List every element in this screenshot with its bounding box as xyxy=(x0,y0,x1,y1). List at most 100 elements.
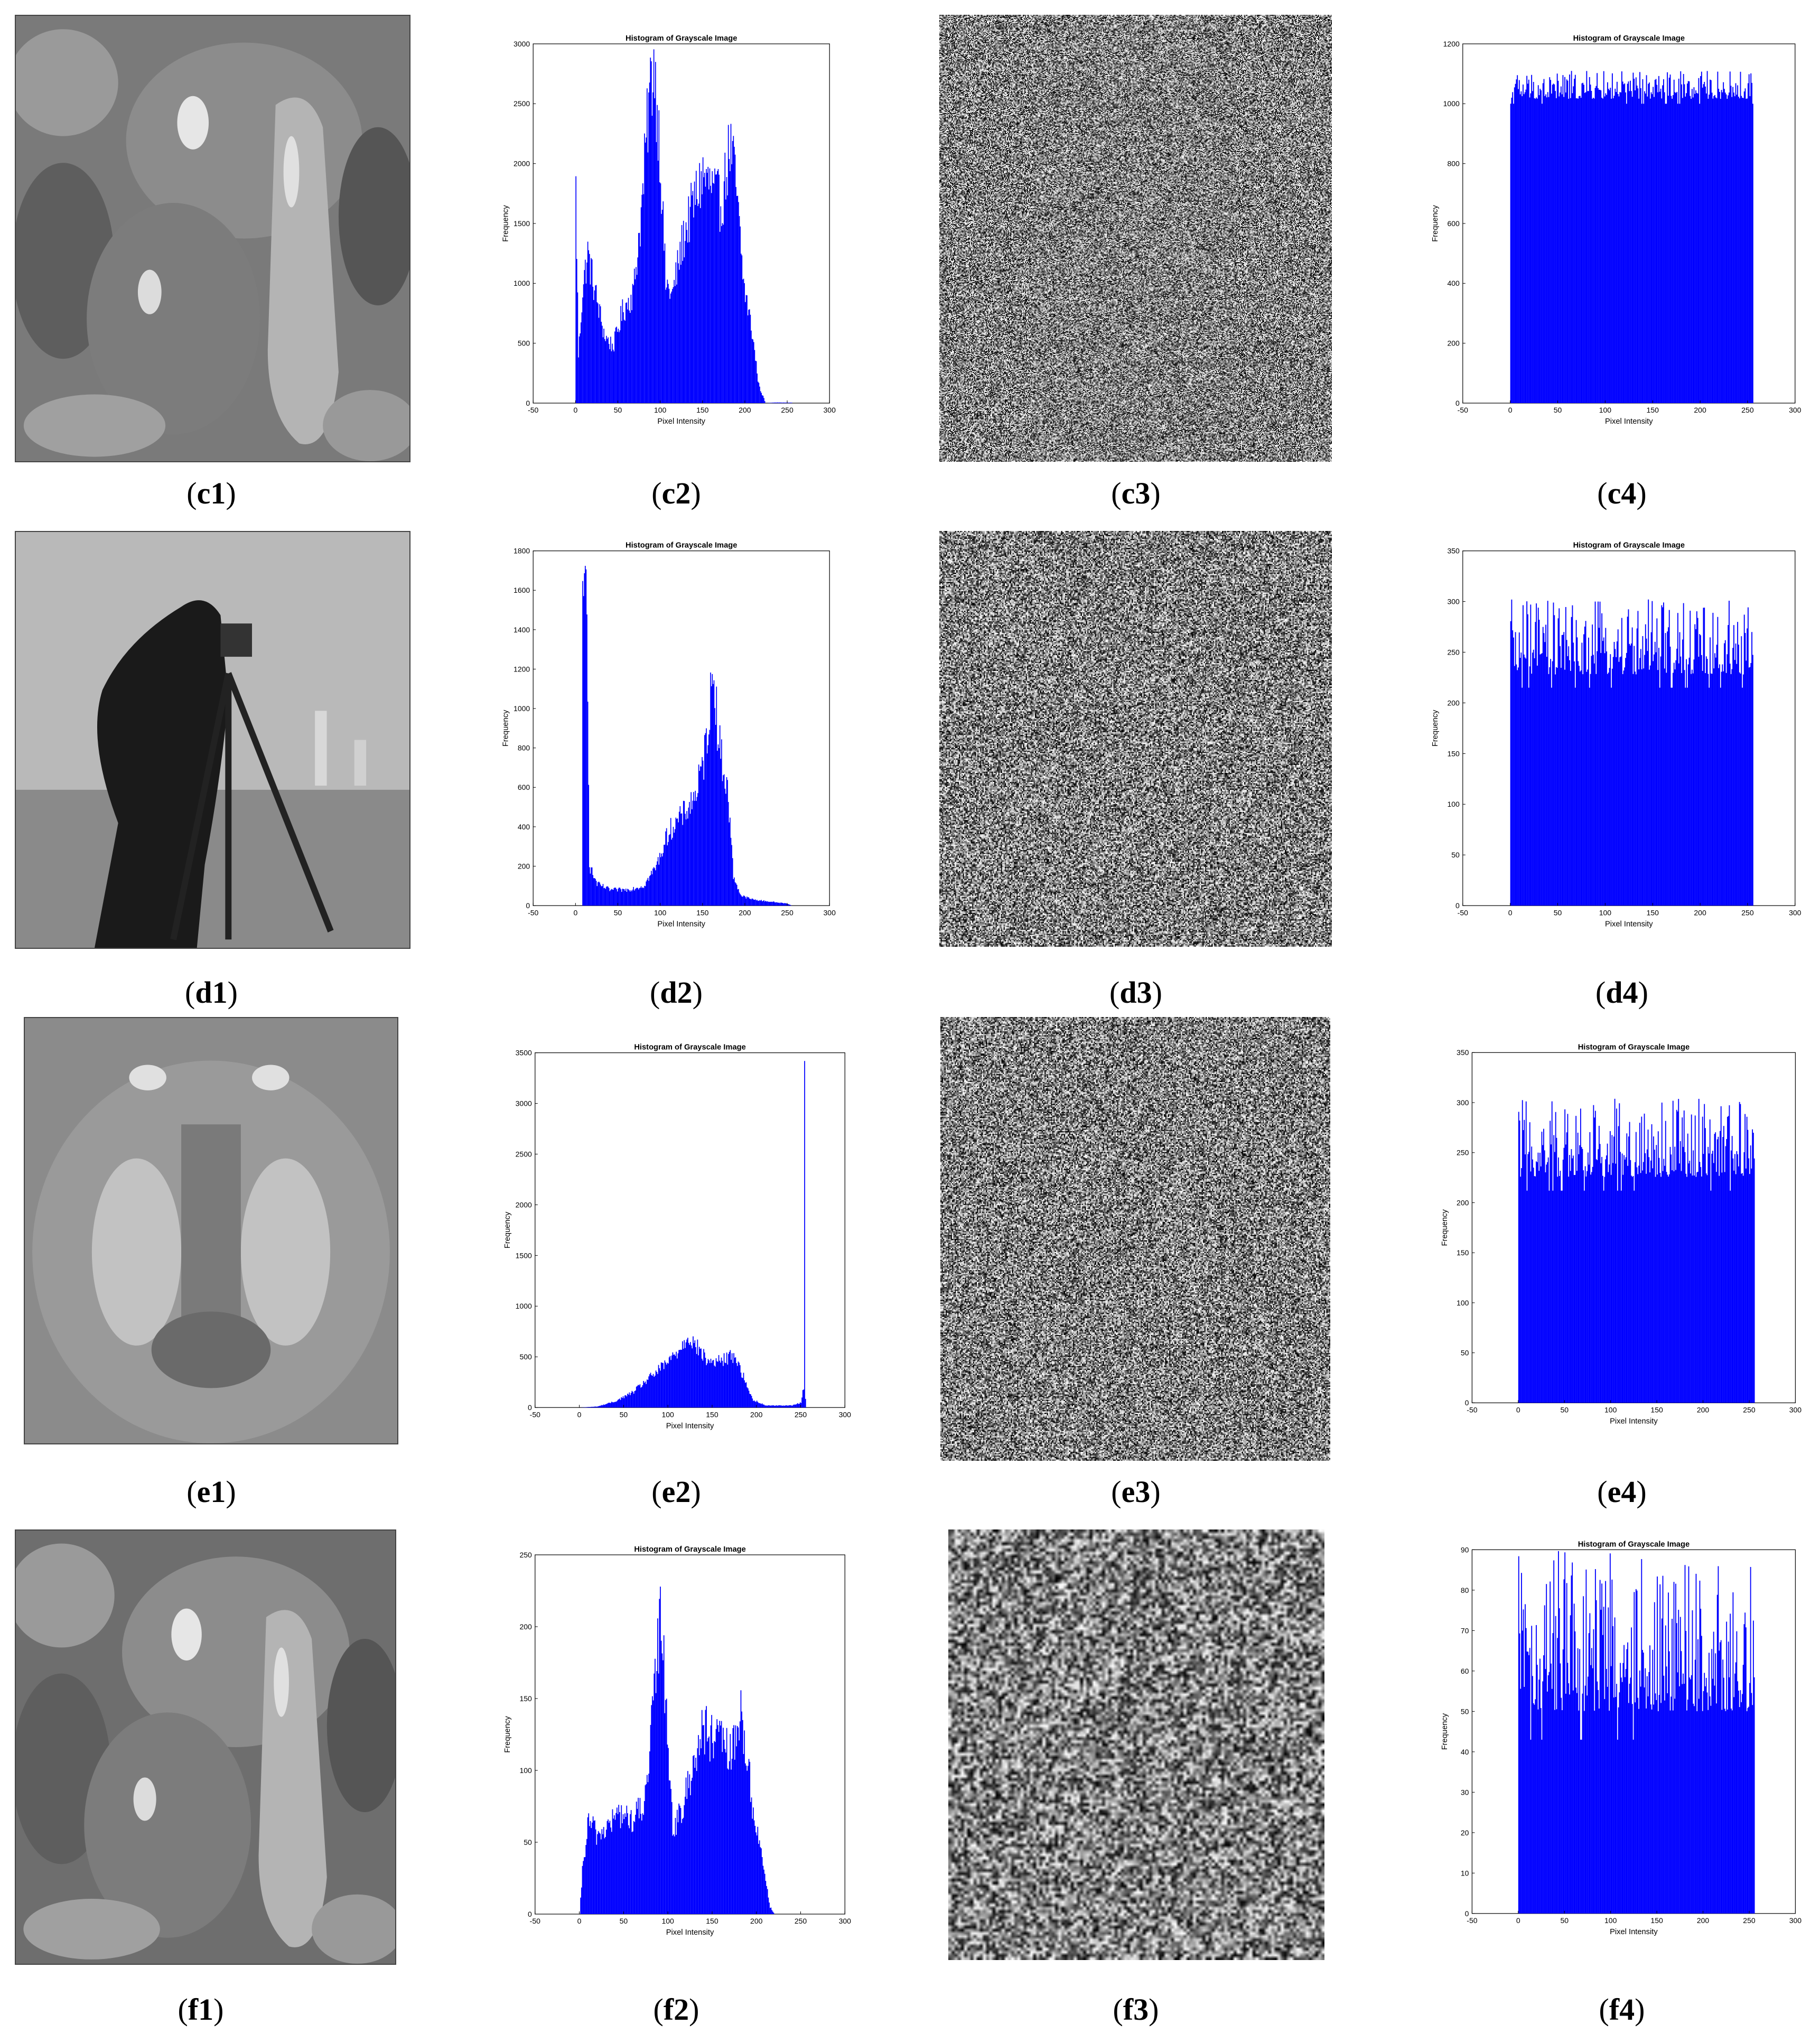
histogram-bar xyxy=(618,1399,620,1408)
histogram-bar xyxy=(1654,97,1655,404)
histogram-bar xyxy=(751,1396,752,1408)
histogram-bar xyxy=(744,1380,745,1408)
histogram-bar xyxy=(1748,74,1750,404)
histogram-bar xyxy=(713,684,714,906)
histogram-bar xyxy=(1632,674,1634,906)
histogram-bar xyxy=(1653,1704,1654,1914)
histogram-bar xyxy=(1751,632,1753,906)
histogram-bar xyxy=(1726,98,1728,403)
x-tick-label: 50 xyxy=(1560,1406,1569,1414)
histogram-bar xyxy=(758,383,760,403)
histogram-bar xyxy=(601,1829,603,1914)
histogram-bar xyxy=(594,1406,595,1408)
histogram-bar xyxy=(1570,1615,1571,1914)
histogram-bar xyxy=(1518,89,1519,403)
histogram-bar xyxy=(1632,1176,1634,1403)
y-tick-label: 2000 xyxy=(516,1200,532,1209)
histogram-bar xyxy=(1521,1573,1522,1914)
histogram-bar xyxy=(1687,664,1689,906)
histogram-bar xyxy=(1554,84,1555,403)
histogram-bar xyxy=(1722,1137,1724,1403)
histogram-bar xyxy=(648,1376,650,1408)
histogram-bar xyxy=(1680,71,1682,403)
histogram-bar xyxy=(1739,1102,1740,1403)
histogram-bar xyxy=(786,903,788,906)
histogram-bar xyxy=(1624,83,1626,403)
histogram-bar xyxy=(1572,93,1573,404)
histogram-bar xyxy=(730,1734,731,1914)
histogram-bar xyxy=(667,1363,668,1408)
histogram-bar xyxy=(715,724,716,906)
histogram-bar xyxy=(1518,80,1520,403)
histogram-bar xyxy=(1645,1668,1646,1914)
histogram-bar xyxy=(723,1740,725,1914)
histogram-bar xyxy=(1580,1108,1581,1403)
x-tick-label: 150 xyxy=(1650,1916,1663,1925)
histogram-bar xyxy=(1657,1174,1658,1403)
histogram-bar xyxy=(640,207,642,403)
histogram-bar xyxy=(699,163,701,403)
histogram-bar xyxy=(1747,628,1748,906)
highlight xyxy=(283,136,300,208)
histogram-bar xyxy=(752,899,754,906)
histogram-bar xyxy=(709,730,711,906)
histogram-bar xyxy=(1684,1152,1686,1403)
histogram-bar xyxy=(1657,1131,1659,1403)
histogram-bar xyxy=(659,1599,660,1914)
histogram-bar xyxy=(671,291,673,403)
histogram-bar xyxy=(687,1338,688,1408)
histogram-bar xyxy=(1545,1669,1546,1914)
histogram-bar xyxy=(620,1828,621,1914)
histogram-bar xyxy=(1739,98,1740,404)
histogram-bar xyxy=(640,888,641,906)
histogram-bar xyxy=(1530,93,1532,404)
histogram-bar xyxy=(1525,1101,1527,1403)
histogram-bar xyxy=(753,1807,754,1914)
histogram-bar xyxy=(1584,92,1585,403)
histogram-bar xyxy=(1578,98,1579,403)
histogram-bar xyxy=(613,1818,614,1914)
histogram-bar xyxy=(1573,642,1574,906)
histogram-bar xyxy=(1630,1677,1631,1914)
histogram-bar xyxy=(633,285,634,403)
histogram-bar xyxy=(698,1735,699,1914)
y-tick-label: 250 xyxy=(1457,1149,1469,1157)
histogram-bar xyxy=(772,1911,773,1914)
histogram-bar xyxy=(651,116,653,404)
histogram-bar xyxy=(1712,98,1714,403)
histogram-bar xyxy=(1637,611,1639,906)
histogram-bar xyxy=(602,884,604,906)
histogram-bar xyxy=(648,1774,650,1914)
histogram-bar xyxy=(720,1363,721,1408)
histogram-bar xyxy=(1619,1692,1620,1914)
histogram-bar xyxy=(1728,95,1729,404)
histogram-bar xyxy=(664,844,666,906)
x-axis-label: Pixel Intensity xyxy=(1605,417,1653,426)
histogram-bar xyxy=(669,834,670,906)
histogram-bar xyxy=(1620,656,1622,906)
histogram-bar xyxy=(1707,1146,1709,1403)
histogram-bar xyxy=(1674,92,1676,403)
y-tick-label: 70 xyxy=(1461,1626,1469,1635)
histogram-bar xyxy=(600,1839,602,1914)
histogram-bar xyxy=(608,1403,609,1408)
histogram-bar xyxy=(661,856,663,906)
histogram-bar xyxy=(1677,1672,1678,1914)
histogram-bar xyxy=(1606,1668,1607,1914)
histogram-bar xyxy=(619,888,621,906)
histogram-bar xyxy=(1635,1702,1636,1914)
histogram-bar xyxy=(1637,88,1639,403)
histogram-bar xyxy=(702,760,704,906)
y-tick-label: 0 xyxy=(1455,901,1460,910)
histogram-bar xyxy=(1647,96,1648,403)
y-tick-label: 90 xyxy=(1461,1545,1469,1554)
histogram-bar xyxy=(746,897,748,906)
histogram-bar xyxy=(660,1370,661,1408)
histogram-bar xyxy=(1520,1688,1522,1914)
y-tick-label: 1000 xyxy=(514,279,530,287)
histogram-bar xyxy=(1654,1150,1655,1403)
histogram-bar xyxy=(782,1405,783,1408)
histogram-bar xyxy=(1733,625,1734,906)
histogram-bar xyxy=(1647,1696,1649,1914)
histogram-bar xyxy=(1675,92,1677,404)
